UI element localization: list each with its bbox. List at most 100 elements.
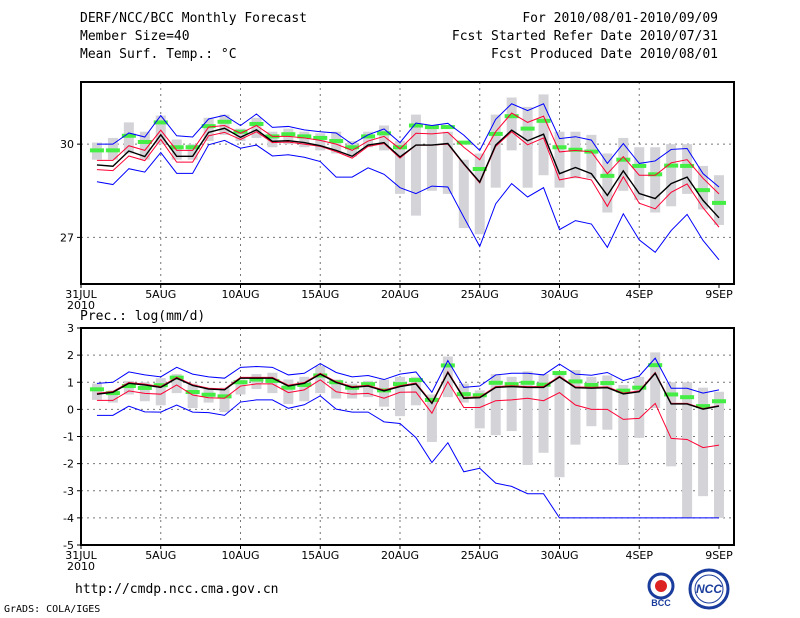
ensemble-range-bar: [666, 144, 677, 207]
ensemble-range-bar: [714, 391, 724, 518]
ensemble-range-bar: [570, 131, 581, 179]
ensemble-range-bar: [139, 382, 150, 402]
ensemble-range-bar: [283, 379, 294, 404]
observed-marker: [185, 390, 200, 395]
ensemble-range-bar: [235, 128, 246, 142]
x-tick-label: 9SEP: [705, 549, 733, 562]
x-tick-label: 20AUG: [381, 288, 419, 301]
observed-marker: [440, 125, 455, 130]
series-line-upper: [96, 112, 720, 195]
grads-credit: GrADS: COLA/IGES: [4, 604, 101, 615]
observed-marker: [696, 188, 711, 193]
observed-marker: [648, 172, 663, 177]
x-tick-label: 4SEP: [625, 288, 653, 301]
ensemble-range-bar: [602, 375, 613, 430]
observed-marker: [105, 391, 120, 396]
ensemble-range-bar: [123, 122, 134, 154]
y-tick-label: -3: [63, 485, 74, 498]
observed-marker: [361, 134, 376, 139]
x-tick-label: 10AUG: [221, 288, 259, 301]
ensemble-range-bar: [315, 133, 326, 151]
x-tick-label: 15AUG: [301, 288, 339, 301]
ensemble-range-bar: [634, 147, 645, 201]
observed-marker: [393, 145, 407, 150]
temperature-panel: 31JUL 5AUG 10AUG 15AUG 20AUG 25AUG 30AUG 4SEP 9S…: [60, 81, 735, 312]
ensemble-range-bar: [235, 379, 246, 395]
precip-panel-title: Prec.: log(mm/d): [80, 309, 206, 324]
series-line-upper: [96, 370, 720, 410]
observed-marker: [201, 124, 216, 129]
x-tick-label: 9SEP: [705, 288, 733, 301]
observed-marker: [584, 382, 599, 387]
ensemble-range-bar: [618, 137, 629, 191]
ensemble-range-bar: [347, 383, 358, 399]
y-tick-label: -5: [63, 539, 74, 552]
observed-marker: [616, 157, 631, 162]
ncc-logo: NCC: [686, 568, 732, 610]
ensemble-range-bar: [650, 352, 661, 409]
plot-frame: [80, 81, 735, 285]
observed-marker: [297, 382, 312, 387]
observed-marker: [121, 133, 136, 138]
series-line-min: [96, 139, 720, 261]
ensemble-range-bar: [219, 114, 230, 135]
ensemble-range-bar: [395, 376, 405, 417]
observed-marker: [105, 148, 120, 153]
observed-marker: [520, 380, 535, 385]
series-line-max: [96, 103, 720, 188]
x-tick-label: 15AUG: [301, 549, 339, 562]
variable-label: Mean Surf. Temp.: °C: [80, 47, 237, 62]
ensemble-range-bar: [363, 131, 374, 148]
observed-marker: [393, 382, 407, 387]
y-tick-label: -1: [63, 431, 74, 444]
x-year-label: 2010: [67, 299, 95, 312]
observed-marker: [233, 129, 248, 134]
forecast-started-date: Fcst Started Refer Date 2010/07/31: [451, 29, 718, 44]
observed-marker: [408, 378, 423, 383]
ensemble-range-bar: [554, 131, 565, 188]
ensemble-range-bar: [363, 380, 374, 398]
ensemble-range-bar: [586, 376, 597, 427]
ncc-logo-text: NCC: [696, 582, 722, 596]
y-tick-label: -2: [63, 458, 74, 471]
ensemble-range-bar: [490, 374, 501, 436]
observed-marker: [89, 148, 104, 153]
ensemble-range-bar: [442, 131, 453, 194]
ensemble-range-bar: [426, 394, 437, 442]
ensemble-range-bar: [410, 376, 421, 406]
observed-marker: [664, 163, 679, 168]
ensemble-range-bar: [426, 128, 437, 191]
ensemble-range-bar: [458, 159, 469, 229]
observed-marker: [201, 392, 216, 397]
y-tick-label: 3: [67, 322, 74, 335]
ensemble-range-bar: [698, 165, 709, 210]
x-tick-label: 31JUL: [65, 288, 97, 301]
y-tick-label: 27: [60, 231, 74, 244]
observed-marker: [281, 385, 296, 390]
observed-marker: [185, 145, 200, 150]
ensemble-range-bar: [379, 379, 390, 407]
ensemble-range-bar: [203, 117, 214, 142]
observed-marker: [424, 397, 439, 402]
ensemble-range-bar: [522, 106, 533, 188]
observed-marker: [217, 119, 232, 124]
observed-marker: [536, 118, 551, 123]
x-tick-label: 25AUG: [461, 288, 499, 301]
ensemble-range-bar: [682, 382, 693, 518]
x-tick-label: 30AUG: [540, 288, 578, 301]
observed-marker: [552, 371, 567, 376]
observed-marker: [648, 363, 663, 368]
observed-marker: [249, 121, 264, 126]
ensemble-range-bar: [522, 371, 533, 465]
ensemble-range-bar: [219, 387, 230, 413]
ensemble-range-bar: [379, 125, 390, 151]
observed-marker: [472, 167, 487, 172]
ensemble-range-bar: [395, 141, 405, 194]
ensemble-range-bar: [506, 376, 517, 432]
ensemble-range-bar: [187, 383, 198, 409]
ensemble-range-bar: [666, 382, 677, 467]
observed-marker: [297, 134, 312, 139]
ensemble-range-bar: [267, 372, 278, 394]
